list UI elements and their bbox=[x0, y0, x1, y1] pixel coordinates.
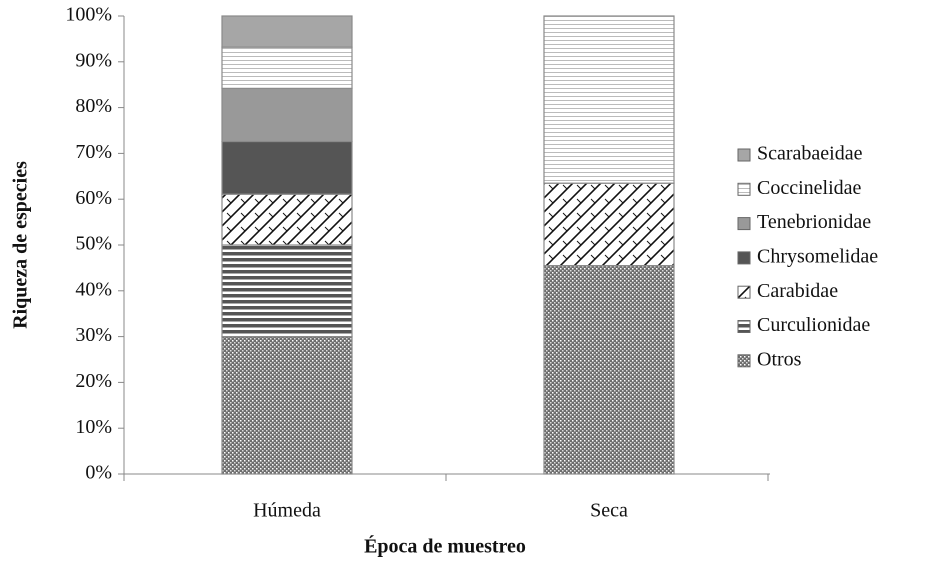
legend-label: Scarabaeidae bbox=[757, 143, 863, 165]
bar-segment bbox=[221, 46, 353, 89]
x-tick-label: Húmeda bbox=[253, 500, 321, 522]
y-tick-label: 20% bbox=[75, 370, 112, 392]
legend-swatch bbox=[737, 182, 751, 196]
legend-swatch bbox=[737, 148, 751, 162]
y-tick-label: 0% bbox=[85, 462, 112, 484]
legend-label: Tenebrionidae bbox=[757, 211, 871, 233]
bar-segment bbox=[221, 87, 353, 143]
y-tick-label: 50% bbox=[75, 233, 112, 255]
y-axis-title: Riqueza de especies bbox=[10, 161, 32, 329]
bar-segment bbox=[221, 193, 353, 246]
y-tick-label: 90% bbox=[75, 49, 112, 71]
legend-swatch bbox=[737, 251, 751, 265]
y-tick-label: 10% bbox=[75, 416, 112, 438]
y-tick-label: 60% bbox=[75, 187, 112, 209]
y-tick-label: 30% bbox=[75, 324, 112, 346]
legend-swatch bbox=[737, 354, 751, 368]
bar-segment bbox=[543, 265, 675, 475]
legend-label: Carabidae bbox=[757, 280, 838, 302]
legend-label: Coccinelidae bbox=[757, 177, 862, 199]
x-tick-label: Seca bbox=[590, 500, 628, 522]
bar-segment bbox=[543, 182, 675, 267]
legend-label: Otros bbox=[757, 348, 802, 370]
legend-swatch bbox=[737, 285, 751, 299]
legend-swatch bbox=[737, 320, 751, 333]
y-tick-label: 40% bbox=[75, 278, 112, 300]
bar-segment bbox=[221, 336, 353, 475]
x-axis-title: Época de muestreo bbox=[364, 535, 526, 558]
y-tick-label: 100% bbox=[65, 4, 112, 26]
y-tick-label: 70% bbox=[75, 141, 112, 163]
bar-segment bbox=[221, 140, 353, 195]
bar-segment bbox=[543, 15, 675, 184]
y-tick-label: 80% bbox=[75, 95, 112, 117]
legend-label: Chrysomelidae bbox=[757, 245, 878, 267]
legend-swatch bbox=[737, 217, 751, 231]
bar-segment bbox=[221, 15, 353, 48]
bar-segment bbox=[221, 244, 353, 338]
legend-label: Curculionidae bbox=[757, 314, 870, 336]
